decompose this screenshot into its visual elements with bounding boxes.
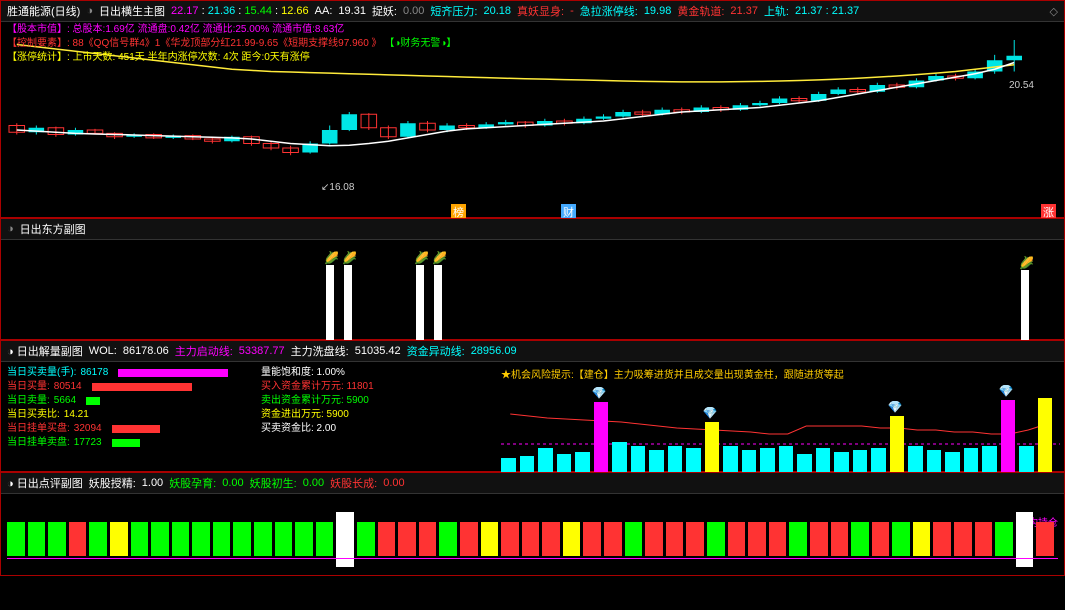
info-block: 【股本市值】: 总股本:1.69亿 流通盘:0.42亿 流通比:25.00% 流…	[7, 23, 456, 65]
trading-dashboard: 胜通能源(日线) ◑ 日出横生主图 22.17 : 21.36 : 15.44 …	[0, 0, 1065, 610]
sub-title: 日出横生主图	[99, 3, 165, 19]
sg-vals: 21.37 : 21.37	[795, 5, 859, 17]
panel4-cells	[7, 512, 1058, 567]
panel-volume: ◑ 日出解量副图WOL:86178.06主力启动线:53387.77主力洗盘线:…	[0, 340, 1065, 472]
hjgd-val: 21.37	[730, 5, 758, 17]
panel2-icon: ◑	[7, 223, 14, 235]
collapse-icon[interactable]: ◇	[1050, 5, 1058, 18]
kline-header: 胜通能源(日线) ◑ 日出横生主图 22.17 : 21.36 : 15.44 …	[1, 1, 1064, 22]
panel3-chart[interactable]: 💎💎💎💎	[501, 366, 1060, 472]
zyxs-val: -	[570, 5, 574, 17]
stock-title: 胜通能源(日线)	[7, 3, 80, 19]
dqyl-val: 20.18	[483, 5, 511, 17]
zyxs-label: 真妖显身:	[517, 3, 564, 19]
panel3-body: 当日买卖量(手): 86178当日买量: 80514当日卖量: 5664当日买卖…	[1, 362, 1064, 472]
panel2-title: 日出东方副图	[20, 221, 86, 237]
price-lo: ↙16.08	[321, 182, 354, 193]
panel-kline: 胜通能源(日线) ◑ 日出横生主图 22.17 : 21.36 : 15.44 …	[0, 0, 1065, 218]
aa-val: 19.31	[338, 5, 366, 17]
panel4-body[interactable]: 机构持仓	[1, 494, 1064, 574]
panel-east: ◑ 日出东方副图 🌽🌽🌽🌽🌽	[0, 218, 1065, 340]
price-hi: 20.54	[1009, 80, 1034, 91]
panel-review: ◑ 日出点评副图妖股授精:1.00妖股孕育:0.00妖股初生:0.00妖股长成:…	[0, 472, 1065, 576]
hjgd-label: 黄金轨道:	[677, 3, 724, 19]
panel2-body[interactable]: 🌽🌽🌽🌽🌽	[1, 240, 1064, 340]
hdr-vals: 22.17 : 21.36 : 15.44 : 12.66	[171, 5, 309, 17]
aa-label: AA:	[315, 5, 333, 17]
jlzt-label: 急拉涨停线:	[580, 3, 638, 19]
tag-row: 榜财涨	[1, 204, 1064, 218]
sg-label: 上轨:	[764, 3, 789, 19]
sub-icon: ◑	[86, 5, 93, 17]
panel2-header: ◑ 日出东方副图	[1, 219, 1064, 240]
dqyl-label: 短齐压力:	[430, 3, 477, 19]
jlzt-val: 19.98	[644, 5, 672, 17]
panel4-header: ◑ 日出点评副图妖股授精:1.00妖股孕育:0.00妖股初生:0.00妖股长成:…	[1, 473, 1064, 494]
panel3-mid-stats: 量能饱和度: 1.00%买入资金累计万元: 11801卖出资金累计万元: 590…	[261, 366, 380, 436]
tiyao-label: 捉妖:	[372, 3, 397, 19]
tiyao-val: 0.00	[403, 5, 424, 17]
panel3-header: ◑ 日出解量副图WOL:86178.06主力启动线:53387.77主力洗盘线:…	[1, 341, 1064, 362]
panel3-left-stats: 当日买卖量(手): 86178当日买量: 80514当日卖量: 5664当日买卖…	[7, 366, 228, 450]
